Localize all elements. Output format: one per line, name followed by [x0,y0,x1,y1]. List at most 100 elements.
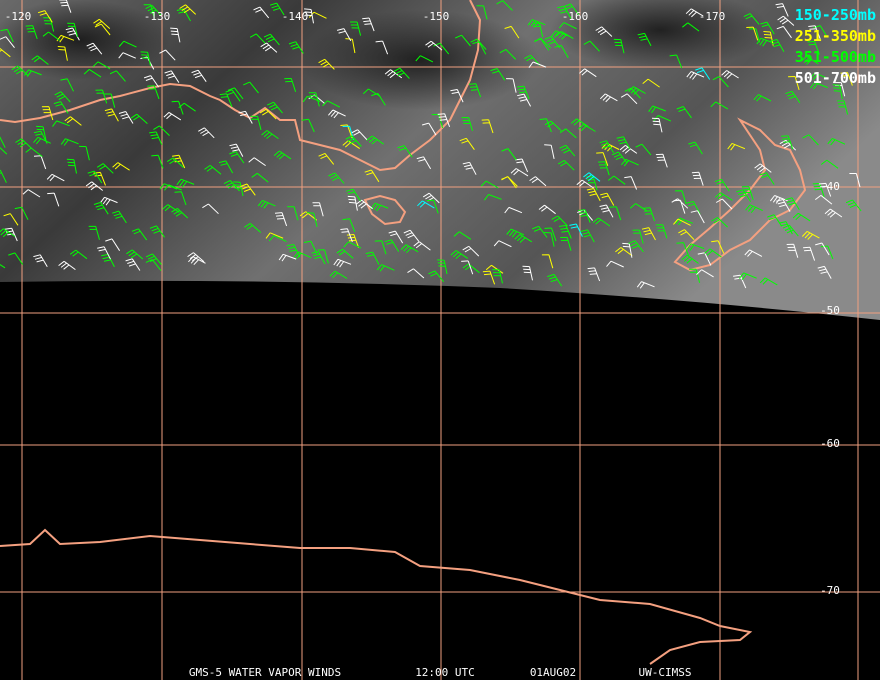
wind-barb [450,89,464,103]
wind-barb [364,169,380,183]
wind-barb [59,0,72,13]
wind-barb [776,199,791,212]
wind-barb [198,127,215,139]
wind-barb [178,102,196,112]
wind-barb [493,240,512,248]
wind-barb [95,89,108,104]
wind-barb [595,26,613,37]
wind-barb [227,87,244,100]
wind-barb [112,210,127,224]
wind-barb [685,8,704,18]
wind-barb [33,130,48,144]
wind-barb [824,208,843,218]
wind-barb [776,25,792,39]
wind-barb [786,243,799,258]
longitude-label: -170 [699,10,726,23]
wind-barb [671,198,689,209]
wind-barb [629,203,648,212]
wind-barb [374,240,387,255]
wind-barb [85,181,104,191]
wind-barb [171,207,189,219]
wind-barb [15,138,32,149]
wind-barb [25,147,43,157]
wind-barb [564,3,580,16]
wind-barb [284,78,297,92]
wind-barb [92,61,111,70]
wind-barb [33,254,48,268]
wind-barb [204,164,222,175]
wind-barb [714,178,730,192]
wind-barb [492,269,503,284]
wind-barb [342,140,360,150]
wind-barb [171,100,184,115]
wind-barb [317,249,329,264]
wind-barb [744,249,763,257]
wind-barb [265,232,284,239]
wind-barb [462,245,480,257]
wind-barb [586,188,601,202]
wind-barb [578,209,591,223]
wind-barb [384,239,400,252]
wind-barb [407,268,425,279]
wind-barb [4,227,18,242]
wind-barb [0,28,14,43]
wind-barb [697,252,712,266]
wind-barb [269,2,285,16]
wind-barb [25,25,38,40]
wind-barb [686,201,701,215]
wind-barb [569,223,583,237]
wind-barb [65,27,80,41]
wind-barb [686,243,705,251]
wind-barb [613,38,625,54]
wind-barb [229,143,244,157]
wind-barb [815,242,830,256]
wind-barb [544,232,555,247]
wind-barb [775,3,789,17]
wind-barb [433,42,450,55]
wind-barb [506,78,517,93]
wind-barb [759,277,778,286]
wind-barb [770,39,785,52]
wind-barb [559,128,577,139]
wind-barb [343,241,362,249]
wind-barb [539,118,552,133]
wind-barb [11,65,29,76]
wind-barb [109,70,126,82]
wind-barb [333,258,352,268]
wind-barb [96,163,114,174]
wind-barb [143,4,155,19]
wind-barb [743,13,760,25]
wind-barb [745,204,763,214]
wind-barb [60,78,74,92]
wind-barb [767,214,783,227]
wind-barb [33,136,51,145]
wind-barb [58,260,76,271]
wind-barb [532,225,548,238]
longitude-label: -130 [144,10,171,23]
wind-barb [753,94,772,102]
wind-barb [643,207,656,222]
coastline [363,194,407,226]
wind-barb [37,10,53,23]
wind-barb [421,122,437,136]
wind-barb [754,163,772,173]
wind-barb [240,183,256,196]
wind-barb [675,217,693,226]
wind-barb [311,251,326,265]
wind-barb [328,172,345,184]
wind-barb [243,81,259,94]
wind-barb [176,8,191,22]
wind-barb [655,153,668,168]
wind-barb [669,54,683,69]
wind-barb [480,180,499,189]
wind-barb [504,206,523,214]
wind-barb [514,233,533,243]
latitude-label: -50 [820,304,840,317]
wind-barb [202,203,219,215]
wind-barb [760,21,775,35]
wind-barb [162,204,180,213]
wind-barb [346,234,360,248]
wind-barb [592,217,611,227]
wind-barb [41,106,54,121]
dry-region [300,10,540,110]
